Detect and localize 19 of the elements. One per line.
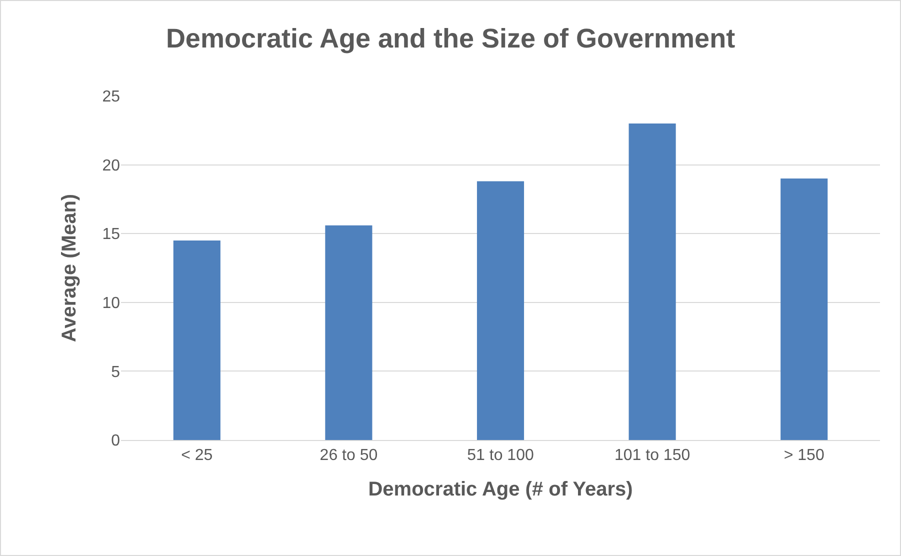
chart-title: Democratic Age and the Size of Government [166, 24, 736, 54]
y-axis-title: Average (Mean) [58, 194, 81, 342]
y-tick-label: 5 [111, 364, 120, 381]
x-axis-title: Democratic Age (# of Years) [368, 478, 633, 501]
bar [476, 181, 524, 440]
y-tick-label: 25 [102, 88, 120, 106]
x-tick-label: 101 to 150 [614, 447, 690, 464]
bar [325, 225, 372, 440]
x-tick-label: 26 to 50 [320, 447, 378, 464]
bar [780, 178, 828, 440]
y-tick-label: 10 [102, 295, 120, 312]
y-tick-label: 15 [102, 226, 120, 244]
x-tick-label: > 150 [784, 447, 824, 464]
x-tick-label: < 25 [181, 447, 213, 464]
y-tick-label: 0 [111, 432, 120, 450]
y-tick-label: 20 [102, 157, 120, 174]
bar [173, 240, 220, 440]
x-tick-label: 51 to 100 [467, 447, 534, 464]
bar [628, 124, 676, 440]
